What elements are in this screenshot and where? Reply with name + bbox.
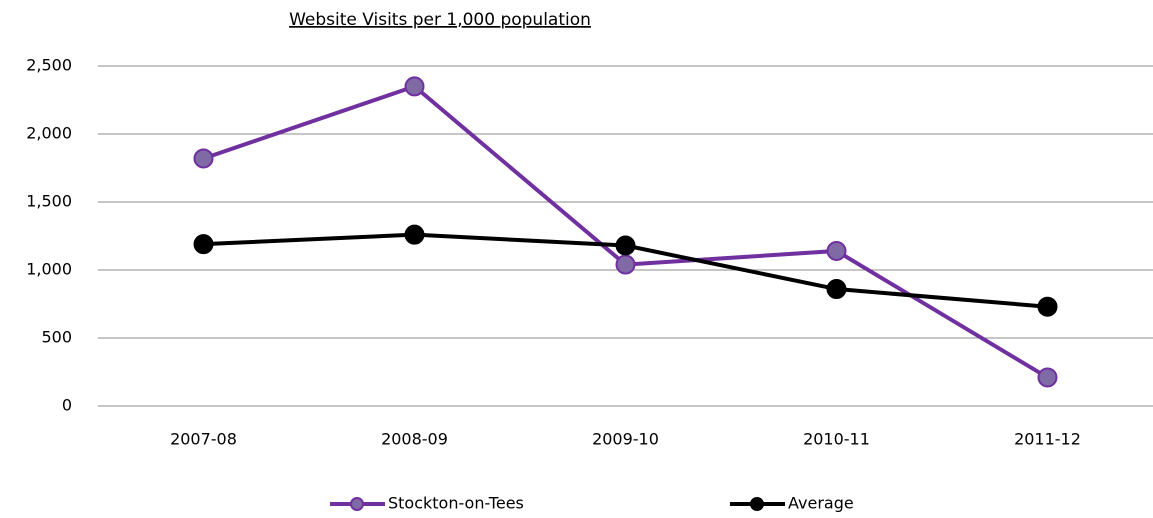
data-point: [404, 224, 425, 245]
data-point: [404, 76, 425, 97]
legend-marker: [350, 497, 364, 511]
x-tick-label: 2011-12: [1014, 430, 1081, 449]
data-point: [615, 235, 636, 256]
y-tick-label: 0: [62, 396, 72, 415]
data-point: [193, 234, 214, 255]
y-tick-label: 1,000: [26, 260, 72, 279]
y-tick-label: 500: [41, 328, 72, 347]
series-line: [202, 84, 1049, 380]
x-tick-label: 2010-11: [803, 430, 870, 449]
x-tick-label: 2009-10: [592, 430, 659, 449]
x-tick-label: 2008-09: [381, 430, 448, 449]
data-point: [826, 240, 847, 261]
x-tick-label: 2007-08: [170, 430, 237, 449]
data-point: [193, 148, 214, 169]
legend-label: Average: [788, 494, 854, 513]
y-tick-label: 2,500: [26, 56, 72, 75]
data-point: [826, 279, 847, 300]
data-point: [615, 254, 636, 275]
y-tick-label: 2,000: [26, 124, 72, 143]
y-tick-label: 1,500: [26, 192, 72, 211]
legend-marker: [750, 497, 764, 511]
data-point: [1037, 296, 1058, 317]
data-point: [1037, 367, 1058, 388]
chart-title: Website Visits per 1,000 population: [289, 10, 591, 30]
legend-label: Stockton-on-Tees: [388, 494, 524, 513]
